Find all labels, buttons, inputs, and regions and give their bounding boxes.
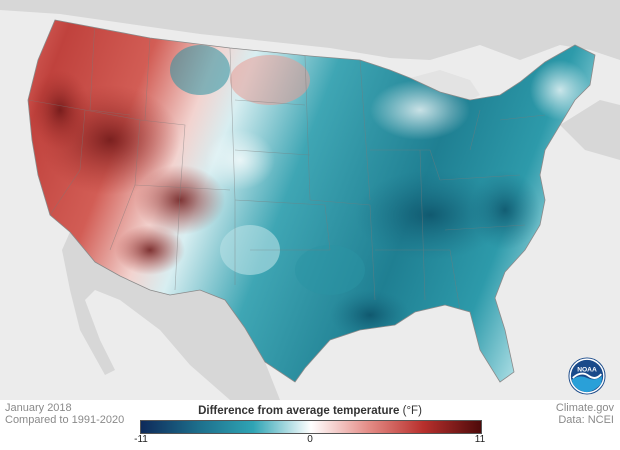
- footer: January 2018 Compared to 1991-2020 Diffe…: [0, 400, 620, 450]
- legend-title: Difference from average temperature (°F): [0, 405, 620, 417]
- legend-color-bar: [140, 420, 482, 434]
- legend-min-label: -11: [134, 434, 148, 445]
- noaa-logo-icon: NOAA: [568, 357, 606, 395]
- temperature-field: [28, 20, 595, 382]
- legend-max-label: 11: [474, 434, 486, 445]
- source-data: Data: NCEI: [558, 414, 614, 426]
- map-area: NOAA: [0, 0, 620, 400]
- period-label: January 2018: [5, 402, 72, 414]
- period-info: January 2018 Compared to 1991-2020: [5, 402, 124, 426]
- legend-title-text: Difference from average temperature: [198, 405, 400, 417]
- temperature-anomaly-map: [0, 0, 620, 400]
- us-outline: [27, 19, 596, 383]
- baseline-label: Compared to 1991-2020: [5, 414, 125, 426]
- legend-unit: (°F): [402, 405, 422, 417]
- noaa-logo-text: NOAA: [577, 366, 597, 373]
- legend-mid-label: 0: [307, 434, 313, 445]
- source-info: Climate.gov Data: NCEI: [556, 402, 614, 426]
- state-borders: [28, 20, 546, 311]
- source-site: Climate.gov: [555, 402, 614, 414]
